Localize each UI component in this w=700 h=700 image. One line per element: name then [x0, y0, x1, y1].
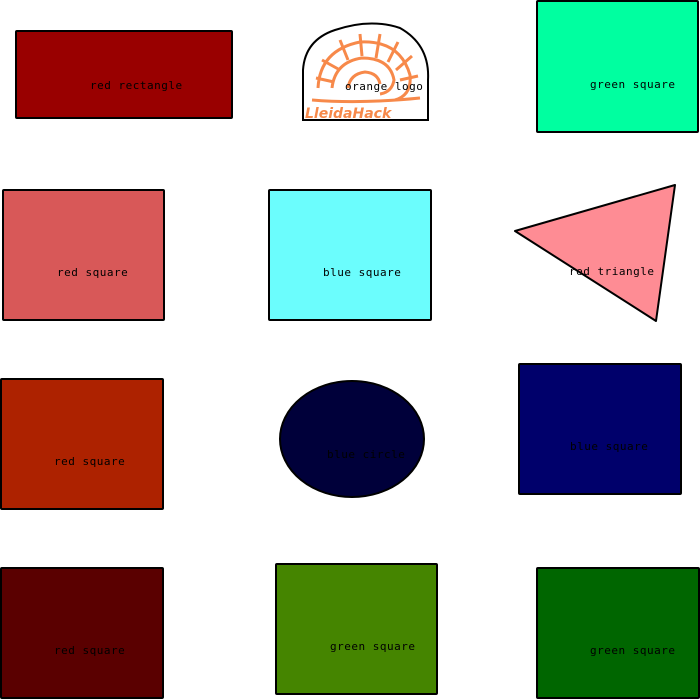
- shape-label: orange logo: [345, 80, 424, 93]
- red-square: [2, 189, 165, 321]
- green-square: [536, 0, 699, 133]
- shape-label: green square: [590, 644, 676, 657]
- green-square: [275, 563, 438, 695]
- red-square: [0, 378, 164, 510]
- shell-icon: LleidaHack: [302, 22, 430, 122]
- shape-label: red square: [54, 455, 126, 468]
- shape-label: red triangle: [569, 265, 655, 278]
- shape-label: green square: [330, 640, 416, 653]
- shape-label: red square: [54, 644, 126, 657]
- shape-label: blue square: [570, 440, 649, 453]
- blue-square: [268, 189, 432, 321]
- red-rectangle: [15, 30, 233, 119]
- shape-label: blue circle: [327, 448, 406, 461]
- shape-label: red rectangle: [90, 79, 183, 92]
- shape-label: red square: [57, 266, 129, 279]
- blue-square: [518, 363, 682, 495]
- green-square: [536, 567, 700, 699]
- shape-label: green square: [590, 78, 676, 91]
- logo-wordmark: LleidaHack: [305, 106, 393, 122]
- shape-label: blue square: [323, 266, 402, 279]
- red-square: [0, 567, 164, 699]
